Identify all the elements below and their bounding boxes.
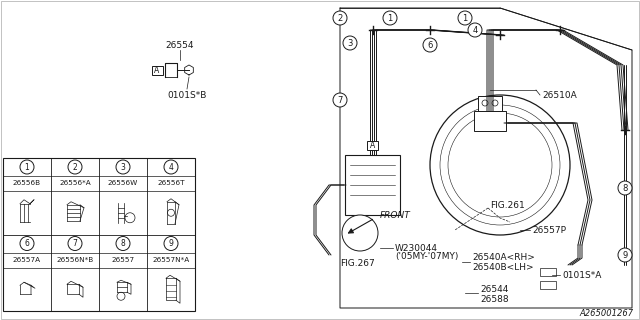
Text: 1: 1 <box>462 13 468 22</box>
Circle shape <box>164 160 178 174</box>
Text: 26557N*A: 26557N*A <box>152 257 189 262</box>
Text: 0101S*B: 0101S*B <box>167 91 207 100</box>
Text: 26588: 26588 <box>480 295 509 305</box>
Circle shape <box>343 36 357 50</box>
Text: 4: 4 <box>472 26 477 35</box>
Circle shape <box>468 23 482 37</box>
Circle shape <box>164 236 178 251</box>
Circle shape <box>458 11 472 25</box>
Bar <box>367 140 378 149</box>
Text: FIG.267: FIG.267 <box>340 259 375 268</box>
Circle shape <box>20 236 34 251</box>
Bar <box>478 96 502 111</box>
Text: 2: 2 <box>337 13 342 22</box>
Bar <box>540 268 556 276</box>
Text: FIG.261: FIG.261 <box>490 201 525 210</box>
Circle shape <box>68 236 82 251</box>
Text: 3: 3 <box>348 38 353 47</box>
Text: 8: 8 <box>622 183 628 193</box>
Text: ('05MY-'07MY): ('05MY-'07MY) <box>395 252 458 261</box>
Text: 26556*A: 26556*A <box>59 180 91 186</box>
Bar <box>345 155 400 215</box>
Text: A: A <box>370 140 375 149</box>
Text: 26540A<RH>: 26540A<RH> <box>472 253 535 262</box>
Circle shape <box>333 93 347 107</box>
Text: 8: 8 <box>120 239 125 248</box>
Text: 26554: 26554 <box>166 41 195 50</box>
Circle shape <box>618 181 632 195</box>
Text: 26540B<LH>: 26540B<LH> <box>472 262 534 271</box>
Text: 4: 4 <box>168 163 173 172</box>
Text: 26557P: 26557P <box>532 226 566 235</box>
Circle shape <box>116 236 130 251</box>
Text: 26557A: 26557A <box>13 257 41 262</box>
Text: 7: 7 <box>72 239 77 248</box>
Bar <box>474 111 506 131</box>
Text: FRONT: FRONT <box>380 211 411 220</box>
Text: 26510A: 26510A <box>542 91 577 100</box>
Text: 2: 2 <box>72 163 77 172</box>
Text: 6: 6 <box>428 41 433 50</box>
Text: 9: 9 <box>168 239 173 248</box>
Text: 26556B: 26556B <box>13 180 41 186</box>
Text: A265001267: A265001267 <box>580 308 634 317</box>
Text: 0101S*A: 0101S*A <box>562 270 602 279</box>
Text: 26556T: 26556T <box>157 180 185 186</box>
Text: 7: 7 <box>337 95 342 105</box>
Bar <box>3 158 195 311</box>
Circle shape <box>342 215 378 251</box>
Text: W230044: W230044 <box>395 244 438 252</box>
Text: A: A <box>154 66 159 75</box>
Circle shape <box>20 160 34 174</box>
Bar <box>540 281 556 289</box>
Text: 26556W: 26556W <box>108 180 138 186</box>
Bar <box>152 66 163 75</box>
Text: 1: 1 <box>24 163 29 172</box>
Circle shape <box>116 160 130 174</box>
Circle shape <box>618 248 632 262</box>
Text: 6: 6 <box>24 239 29 248</box>
Text: 3: 3 <box>120 163 125 172</box>
Circle shape <box>423 38 437 52</box>
Circle shape <box>383 11 397 25</box>
Text: 26544: 26544 <box>480 285 508 294</box>
Text: 26556N*B: 26556N*B <box>56 257 93 262</box>
Circle shape <box>68 160 82 174</box>
Text: 1: 1 <box>387 13 392 22</box>
Circle shape <box>333 11 347 25</box>
Text: 9: 9 <box>622 251 628 260</box>
Text: 26557: 26557 <box>111 257 134 262</box>
